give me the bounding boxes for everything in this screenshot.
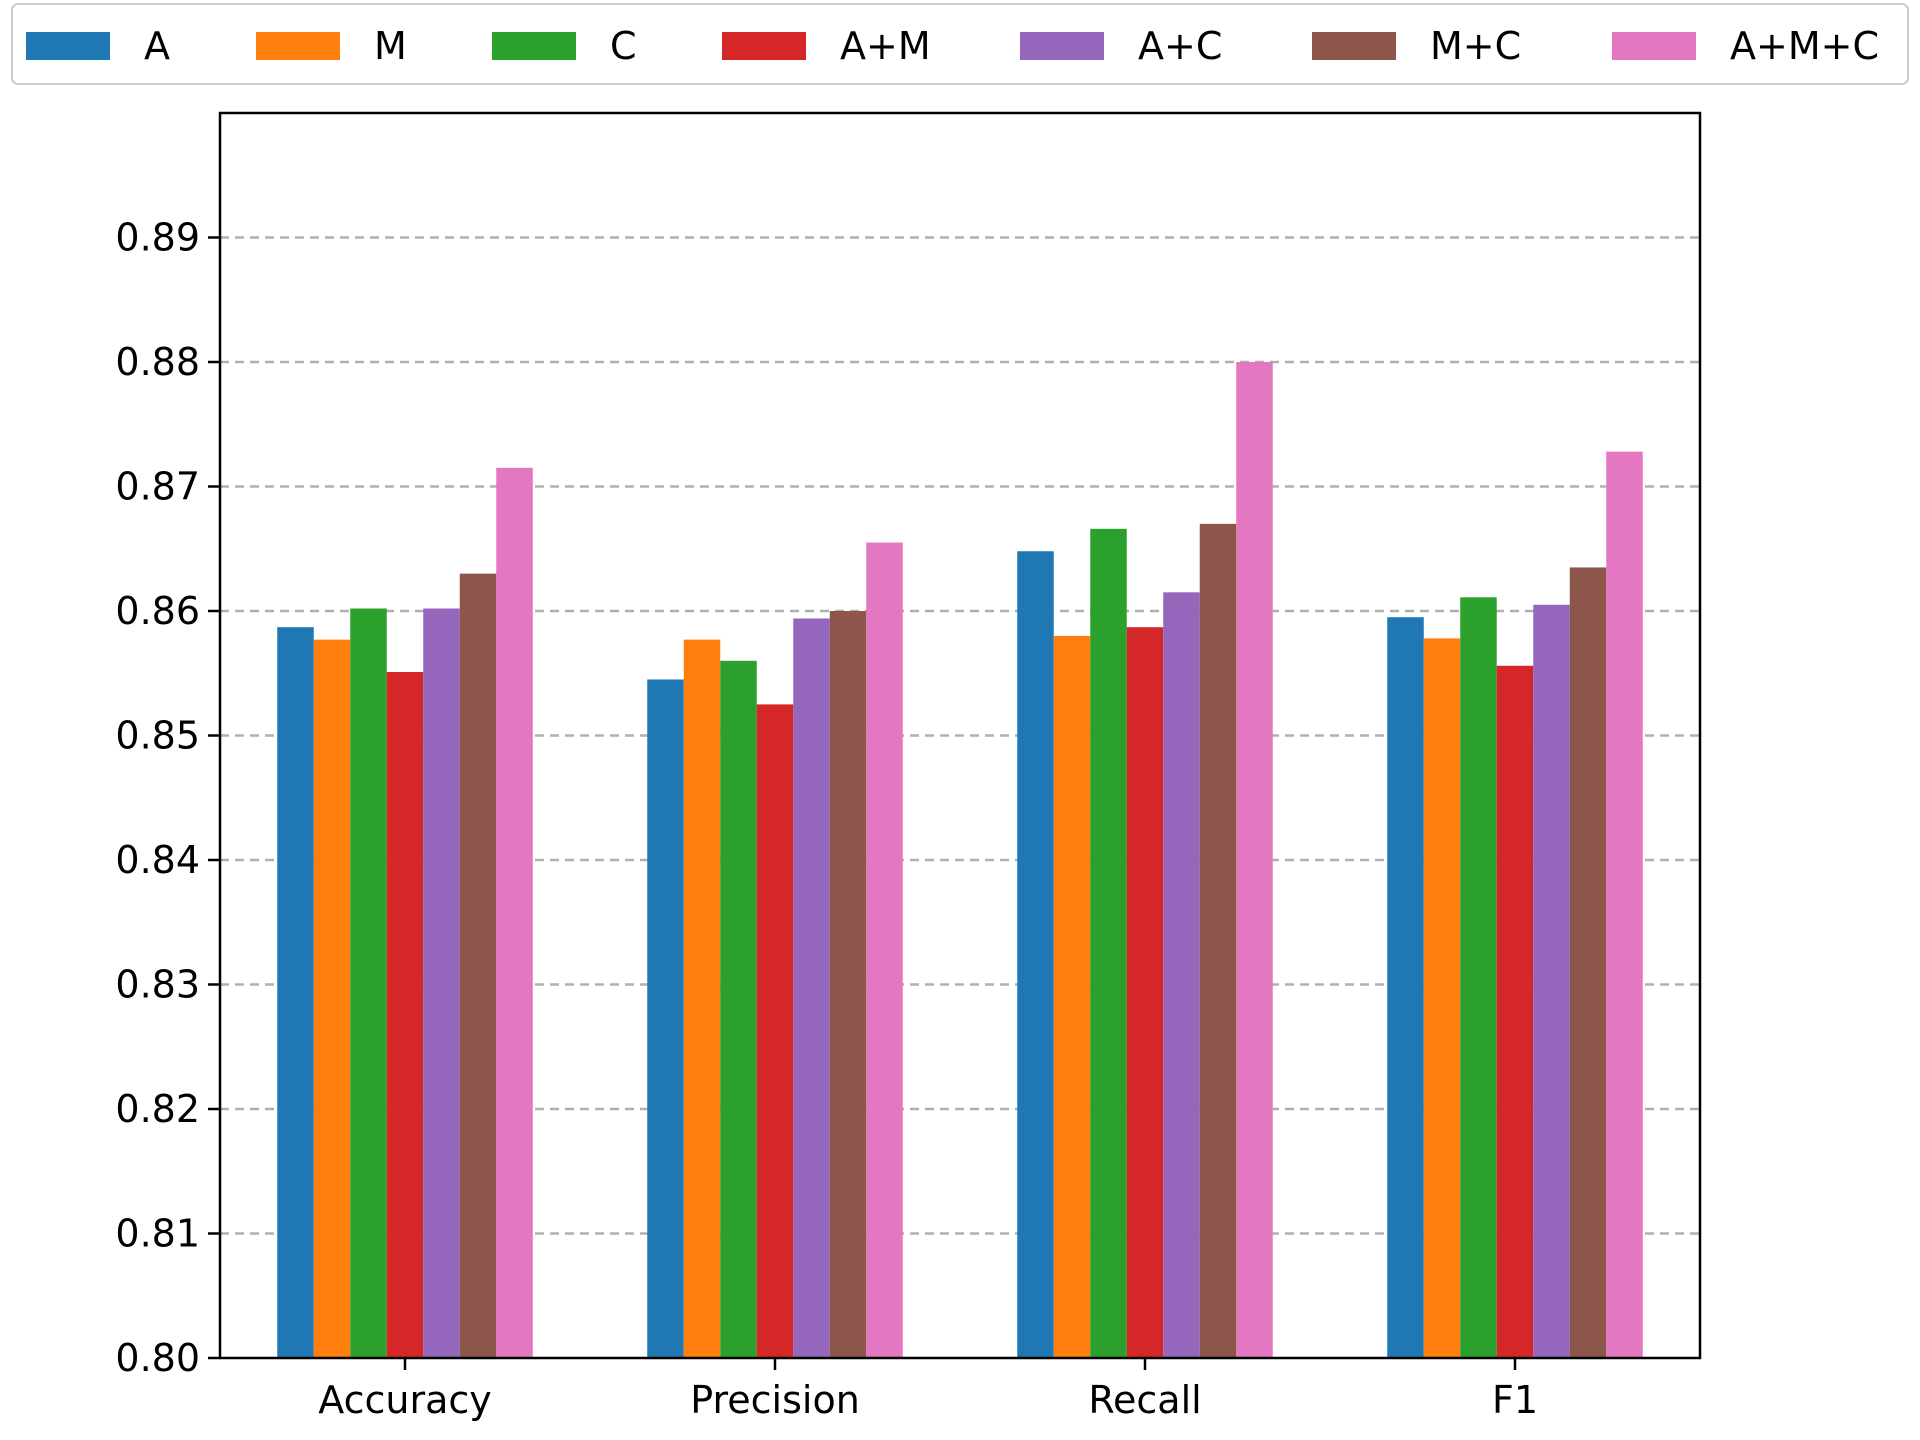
legend-swatch [722,32,806,60]
bar-m-c-f1 [1569,567,1607,1358]
y-tick-label: 0.85 [115,714,200,758]
y-tick-label: 0.82 [115,1087,200,1131]
bar-a-c-accuracy [423,608,460,1358]
bar-a-m-c-precision [866,542,903,1358]
y-axis: 0.80 0.81 0.82 0.83 0.84 0.85 0.86 0.87 0.88 0.89 [115,216,220,1380]
bar-a-m-f1 [1496,665,1534,1358]
bar-a-m-c-accuracy [496,467,533,1358]
bar-m-c-precision [829,611,867,1358]
legend-swatch [26,32,110,60]
bar-m-f1 [1423,638,1461,1358]
legend-box [11,3,1909,85]
legend-swatch [492,32,576,60]
legend-label: M [374,24,407,68]
bar-m-recall [1053,635,1091,1358]
legend: A M C A+M A+C M+C A+M+C [11,3,1909,85]
bar-a-m-recall [1126,627,1164,1358]
bar-a-accuracy [277,627,314,1358]
bar-m-accuracy [313,639,351,1358]
bar-c-precision [720,660,757,1358]
y-tick-label: 0.80 [115,1336,200,1380]
bar-a-m-c-f1 [1606,451,1643,1358]
legend-swatch [1312,32,1396,60]
bar-a-recall [1017,551,1054,1358]
y-tick-label: 0.81 [115,1212,200,1256]
y-tick-label: 0.84 [115,838,200,882]
bars [277,362,1643,1358]
bar-a-f1 [1387,617,1424,1358]
legend-label: A [144,24,170,68]
y-tick-label: 0.86 [115,589,200,633]
bar-m-c-accuracy [459,573,497,1358]
legend-label: C [610,24,637,68]
bar-a-c-recall [1163,592,1200,1358]
bar-c-f1 [1460,597,1497,1358]
y-tick-label: 0.87 [115,465,200,509]
bar-m-c-recall [1199,523,1237,1358]
x-tick-label: F1 [1492,1378,1538,1422]
bar-c-recall [1090,528,1127,1358]
legend-swatch [1020,32,1104,60]
legend-label: A+M+C [1730,24,1879,68]
x-axis: Accuracy Precision Recall F1 [318,1358,1538,1422]
bar-a-m-precision [756,704,794,1358]
x-tick-label: Recall [1088,1378,1201,1422]
bar-m-precision [683,639,721,1358]
bar-a-m-accuracy [386,672,424,1358]
legend-swatch [1612,32,1696,60]
bar-a-c-precision [793,618,830,1358]
y-tick-label: 0.89 [115,216,200,260]
bar-a-m-c-recall [1236,362,1273,1358]
y-tick-label: 0.88 [115,340,200,384]
x-tick-label: Accuracy [318,1378,492,1422]
legend-label: M+C [1430,24,1521,68]
y-tick-label: 0.83 [115,963,200,1007]
legend-label: A+M [840,24,931,68]
bar-a-precision [647,679,684,1358]
bar-c-accuracy [350,608,387,1358]
legend-label: A+C [1138,24,1222,68]
bar-a-c-f1 [1533,604,1570,1358]
legend-swatch [256,32,340,60]
x-tick-label: Precision [690,1378,860,1422]
